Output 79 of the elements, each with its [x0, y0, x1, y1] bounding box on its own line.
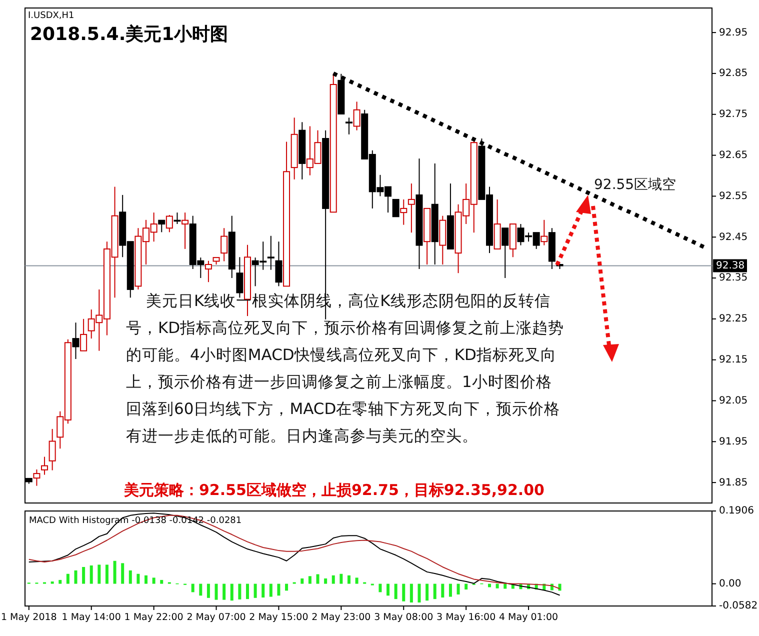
bar [238, 584, 242, 600]
bar [152, 578, 156, 584]
bar [214, 584, 218, 600]
bar [418, 584, 421, 602]
bar [230, 584, 234, 601]
bar [402, 584, 406, 602]
bar [191, 584, 194, 592]
y-tick-label: 91.85 [719, 477, 748, 488]
bar [105, 564, 108, 584]
bar [378, 584, 382, 592]
y-tick-label: 92.05 [719, 395, 748, 406]
x-tick-label: 3 May 16:00 [436, 612, 496, 623]
ref-line-label: 92.38 [716, 260, 745, 272]
x-tick-label: 2 May 07:00 [186, 612, 246, 623]
bar [222, 584, 226, 600]
y-tick-label: 92.55 [719, 190, 748, 202]
bar [136, 574, 140, 584]
bar [347, 575, 350, 584]
x-tick-label: 4 May 01:00 [498, 612, 558, 623]
bar [98, 564, 101, 584]
text: 2018.5.4.美元1小时图 [30, 24, 228, 45]
bar [441, 584, 444, 598]
bar [144, 575, 148, 584]
bar [308, 576, 312, 584]
bar [456, 584, 460, 594]
bar [74, 570, 78, 584]
bar [355, 578, 358, 584]
y-tick-label: 91.95 [719, 436, 748, 448]
x-tick-label: 2 May 15:00 [249, 612, 308, 623]
bar [206, 584, 210, 598]
bar [448, 584, 452, 597]
bar [504, 584, 507, 589]
bar [410, 584, 413, 602]
bar [316, 574, 320, 584]
bar [160, 580, 164, 584]
bar [340, 574, 343, 584]
bar [394, 584, 398, 600]
bar [246, 584, 249, 600]
bar [269, 584, 272, 597]
y-tick-label: 92.65 [719, 150, 748, 162]
x-tick-label: 3 May 08:00 [374, 612, 434, 623]
y-tick-label: 0.1906 [719, 506, 754, 517]
annotation: 92.55区域空 [594, 177, 676, 193]
bar [262, 584, 265, 598]
bar [50, 581, 54, 584]
bar [90, 565, 93, 584]
bar [300, 578, 304, 584]
x-tick-label: 1 May 22:00 [124, 612, 184, 623]
bar [426, 584, 429, 601]
y-tick-label: 92.25 [719, 314, 748, 325]
bar [277, 584, 280, 596]
bar [324, 578, 328, 584]
bar [285, 584, 288, 591]
bar [386, 584, 390, 596]
bar [82, 566, 86, 584]
y-tick-label: -0.0582 [719, 600, 758, 612]
y-tick-label: 92.75 [719, 109, 748, 120]
bar [254, 584, 257, 598]
bar [433, 584, 436, 600]
y-tick-label: 92.85 [719, 68, 748, 80]
bar [496, 584, 499, 588]
y-tick-label: 92.95 [719, 27, 748, 38]
y-tick-label: 92.15 [719, 354, 748, 366]
bar [66, 574, 70, 584]
bar [113, 560, 116, 584]
y-tick-label: 92.45 [719, 232, 748, 243]
x-tick-label: 1 May 14:00 [62, 612, 121, 623]
bar [332, 575, 335, 584]
bar [199, 584, 202, 596]
y-tick-label: 92.35 [719, 272, 748, 284]
bar [121, 563, 124, 584]
x-tick-label: 1 May 2018 [0, 612, 57, 623]
y-tick-label: 0.00 [719, 578, 742, 590]
chart-subtitle: I.USDX,H1 [28, 11, 74, 21]
bar [58, 580, 62, 584]
bar [464, 584, 468, 590]
bar [128, 570, 132, 584]
x-tick-label: 2 May 23:00 [312, 612, 371, 623]
annotation: 美元策略：92.55区域做空，止损92.75，目标92.35,92.00 [124, 481, 544, 500]
